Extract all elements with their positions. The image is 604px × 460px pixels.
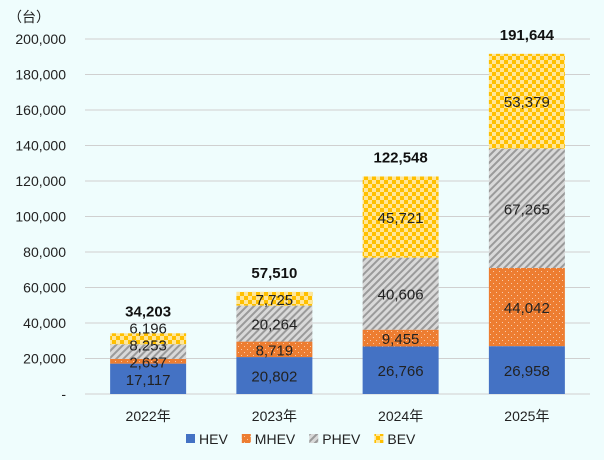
bar-segment-phev <box>362 257 439 330</box>
data-label-mhev: 9,455 <box>382 331 420 348</box>
legend-label-hev: HEV <box>199 431 228 447</box>
bar-segment-bev <box>362 176 439 258</box>
y-tick-label: - <box>61 386 66 402</box>
y-tick-label: 100,000 <box>15 209 66 225</box>
bar-segment-phev <box>110 344 187 359</box>
legend-label-phev: PHEV <box>322 431 361 447</box>
bar-segment-bev <box>110 333 187 345</box>
y-tick-label: 120,000 <box>15 173 66 189</box>
legend-label-bev: BEV <box>387 431 416 447</box>
legend: HEV MHEV PHEV BEV <box>186 431 416 447</box>
y-tick-label: 20,000 <box>23 351 66 367</box>
data-label-hev: 20,802 <box>251 369 297 386</box>
legend-swatch-hev <box>186 434 195 443</box>
data-label-bev: 6,196 <box>129 320 167 337</box>
x-tick-label: 2025年 <box>504 408 549 424</box>
bar-segment-bev <box>236 291 313 306</box>
bar-segment-mhev <box>488 267 565 347</box>
data-label-mhev: 2,637 <box>129 354 167 371</box>
bar-segment-phev <box>236 305 313 342</box>
y-tick-label: 140,000 <box>15 138 66 154</box>
legend-swatch-bev <box>374 434 384 443</box>
data-label-bev: 7,725 <box>256 292 294 309</box>
bar-segment-mhev <box>110 358 187 364</box>
y-axis-unit: （台） <box>8 9 50 25</box>
bar-segment-hev <box>110 363 187 394</box>
y-tick-label: 60,000 <box>23 280 66 296</box>
bar-segment-bev <box>488 53 565 149</box>
legend-label-mhev: MHEV <box>255 431 296 447</box>
data-label-phev: 40,606 <box>378 287 424 304</box>
data-label-mhev: 44,042 <box>504 300 550 317</box>
y-tick-label: 40,000 <box>23 315 66 331</box>
y-tick-label: 200,000 <box>15 31 66 47</box>
data-label-hev: 26,766 <box>378 363 424 380</box>
legend-swatch-mhev <box>241 434 251 443</box>
bar-segment-mhev <box>236 341 313 358</box>
bar-segment-mhev <box>362 329 439 347</box>
x-tick-label: 2024年 <box>378 408 423 424</box>
y-tick-label: 160,000 <box>15 102 66 118</box>
data-label-hev: 26,958 <box>504 363 550 380</box>
data-label-bev: 45,721 <box>378 210 424 227</box>
bar-segment-phev <box>488 148 565 268</box>
data-label-mhev: 8,719 <box>256 342 294 359</box>
total-label: 34,203 <box>125 303 171 320</box>
bar-segment-hev <box>362 346 439 394</box>
x-tick-label: 2022年 <box>126 408 171 424</box>
data-label-phev: 67,265 <box>504 201 550 218</box>
bar-segment-hev <box>236 357 313 394</box>
y-tick-label: 80,000 <box>23 244 66 260</box>
total-label: 57,510 <box>251 265 297 282</box>
legend-swatch-phev <box>309 434 319 443</box>
bar-segment-hev <box>488 346 565 394</box>
data-label-phev: 8,253 <box>129 337 167 354</box>
data-label-phev: 20,264 <box>251 317 297 334</box>
data-label-bev: 53,379 <box>504 94 550 111</box>
data-label-hev: 17,117 <box>126 372 171 389</box>
y-tick-label: 180,000 <box>15 67 66 83</box>
x-tick-label: 2023年 <box>252 408 297 424</box>
total-label: 122,548 <box>374 149 428 166</box>
total-label: 191,644 <box>500 27 555 44</box>
